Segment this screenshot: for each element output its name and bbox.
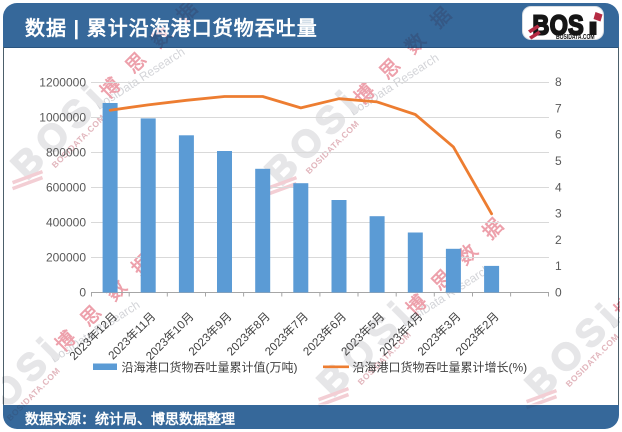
svg-text:600000: 600000 <box>46 181 86 195</box>
svg-text:1: 1 <box>555 259 562 273</box>
svg-text:6: 6 <box>555 128 562 142</box>
svg-text:BOS: BOS <box>533 11 585 41</box>
svg-text:1200000: 1200000 <box>39 76 86 90</box>
svg-text:0: 0 <box>555 286 562 300</box>
svg-text:800000: 800000 <box>46 146 86 160</box>
svg-text:3: 3 <box>555 207 562 221</box>
svg-text:200000: 200000 <box>46 251 86 265</box>
svg-text:0: 0 <box>79 286 86 300</box>
svg-text:沿海港口货物吞吐量累计增长(%): 沿海港口货物吞吐量累计增长(%) <box>353 360 528 375</box>
svg-text:沿海港口货物吞吐量累计值(万吨): 沿海港口货物吞吐量累计值(万吨) <box>122 360 298 375</box>
svg-text:7: 7 <box>555 101 562 115</box>
svg-text:5: 5 <box>555 154 562 168</box>
svg-text:400000: 400000 <box>46 216 86 230</box>
svg-text:BOSIDATA.COM: BOSIDATA.COM <box>556 33 595 41</box>
svg-text:1000000: 1000000 <box>39 111 86 125</box>
svg-text:8: 8 <box>555 75 562 89</box>
svg-text:2: 2 <box>555 233 562 247</box>
svg-text:4: 4 <box>555 180 562 194</box>
